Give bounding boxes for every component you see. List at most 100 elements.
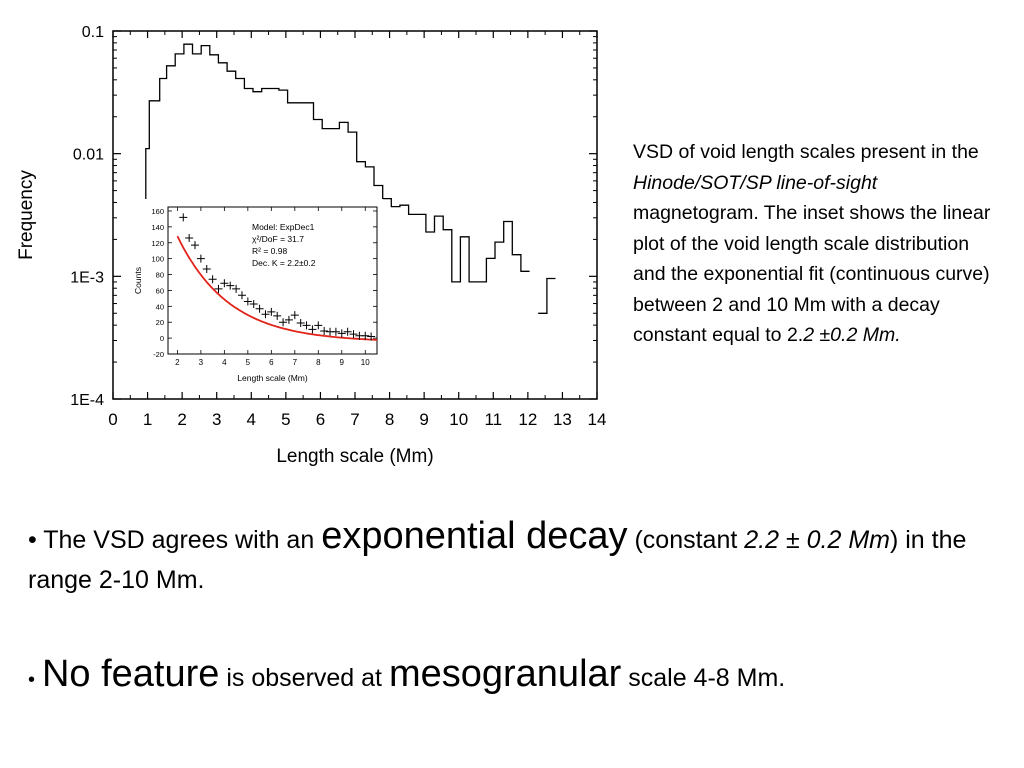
histogram-step-series (137, 43, 530, 283)
inset-data-point (191, 241, 200, 250)
x-tick-label: 12 (518, 410, 537, 429)
caption-text-2: magnetogram. The inset shows the linear … (633, 202, 991, 346)
y-axis-label: Frequency (16, 170, 37, 260)
x-tick-label: 1 (143, 410, 152, 429)
inset-data-point (302, 321, 311, 330)
x-tick-label: 0 (108, 410, 117, 429)
y-tick-label: 1E-3 (70, 269, 104, 286)
bullet-text: ) in the range 2-10 Mm. (28, 526, 967, 594)
x-tick-label: 3 (212, 410, 221, 429)
x-tick-label: 8 (385, 410, 394, 429)
x-tick-label: 10 (449, 410, 468, 429)
inset-data-point (261, 310, 270, 319)
inset-data-point (308, 325, 317, 334)
inset-data-point (361, 331, 370, 340)
inset-x-tick-label: 6 (269, 358, 274, 367)
inset-x-tick-label: 9 (340, 358, 345, 367)
inset-legend-line: R² = 0.98 (252, 246, 287, 256)
bullet-constant: 2.2 ± 0.2 Mm (744, 526, 890, 554)
caption-text-1: VSD of void length scales present in the (633, 141, 979, 163)
inset-data-point (220, 279, 229, 288)
inset-data-point (202, 264, 211, 273)
bullet-text: scale 4-8 Mm. (621, 664, 786, 692)
x-tick-label: 14 (588, 410, 607, 429)
inset-data-point (255, 304, 264, 313)
inset-data-point (290, 311, 299, 320)
inset-y-tick-label: 20 (156, 318, 164, 327)
inset-data-point (185, 233, 194, 242)
inset-y-tick-label: 140 (151, 223, 164, 232)
bullet-exponential-decay: • The VSD agrees with an exponential dec… (28, 516, 1003, 600)
y-tick-label: 0.01 (73, 147, 104, 164)
inset-data-point (349, 330, 358, 339)
bullet-emphasis: exponential decay (321, 515, 628, 557)
inset-data-point (196, 254, 205, 263)
x-axis-label: Length scale (Mm) (276, 446, 433, 467)
inset-data-point (267, 307, 276, 316)
inset-x-tick-label: 7 (293, 358, 298, 367)
inset-legend-line: χ²/DoF = 31.7 (252, 234, 304, 244)
histogram-chart: 0 1 2 3 4 5 6 7 8 9 10 11 12 13 140.10.011E-31E-4Lengt… (16, 24, 607, 467)
bullet-no-feature: • No feature is observed at mesogranular… (28, 648, 1003, 706)
inset-y-tick-label: 100 (151, 255, 164, 264)
inset-y-tick-label: 80 (156, 271, 164, 280)
inset-data-point (243, 297, 252, 306)
caption-instrument: Hinode/SOT/SP line-of-sight (633, 171, 878, 194)
inset-data-point (331, 327, 340, 336)
inset-y-tick-label: 160 (151, 207, 164, 216)
inset-x-tick-label: 8 (316, 358, 321, 367)
inset-fit-curve (176, 235, 378, 341)
y-tick-label: 0.1 (82, 24, 104, 41)
inset-background (136, 199, 383, 390)
inset-data-point (284, 315, 293, 324)
inset-data-point (273, 311, 282, 320)
inset-data-point (314, 321, 323, 330)
inset-x-tick-label: 2 (175, 358, 180, 367)
bullet-text (35, 664, 42, 692)
bullet-dot: • (28, 526, 37, 554)
inset-data-point (296, 319, 305, 328)
inset-data-point (320, 326, 329, 335)
bullet-emphasis: mesogranular (388, 653, 622, 695)
histogram-step-series (538, 277, 556, 314)
inset-y-tick-label: -20 (153, 350, 164, 359)
figure-caption: VSD of void length scales present in the… (633, 137, 993, 351)
inset-frame (167, 206, 378, 355)
inset-y-tick-label: 40 (156, 302, 164, 311)
inset-x-tick-label: 4 (222, 358, 227, 367)
inset-y-axis-label: Counts (133, 267, 143, 294)
x-tick-label: 2 (177, 410, 186, 429)
bullet-dot: • (28, 669, 36, 691)
x-tick-label: 9 (419, 410, 428, 429)
x-tick-label: 4 (247, 410, 256, 429)
bullet-text: (constant (627, 526, 745, 554)
inset-x-tick-label: 5 (246, 358, 251, 367)
bullet-emphasis: No feature (41, 653, 220, 695)
inset-data-point (179, 213, 188, 222)
inset-data-point (343, 327, 352, 336)
inset-data-point (226, 281, 235, 290)
y-tick-label: 1E-4 (70, 392, 104, 409)
inset-x-tick-label: 10 (361, 358, 370, 367)
x-tick-label: 5 (281, 410, 290, 429)
bullet-text: is observed at (219, 664, 389, 692)
inset-data-point (367, 332, 376, 341)
inset-data-point (249, 299, 258, 308)
inset-x-tick-label: 3 (199, 358, 204, 367)
x-tick-label: 13 (553, 410, 572, 429)
x-tick-label: 6 (316, 410, 325, 429)
inset-data-point (279, 318, 288, 327)
x-tick-label: 11 (484, 410, 502, 429)
inset-y-tick-label: 120 (151, 239, 164, 248)
inset-legend-line: Model: ExpDec1 (252, 222, 315, 232)
inset-y-tick-label: 0 (160, 334, 164, 343)
inset-data-point (337, 329, 346, 338)
inset-legend-line: Dec. K = 2.2±0.2 (252, 258, 316, 268)
inset-data-point (208, 275, 217, 284)
x-tick-label: 7 (350, 410, 359, 429)
inset-x-axis-label: Length scale (Mm) (237, 373, 308, 383)
inset-y-tick-label: 60 (156, 286, 164, 295)
inset-data-point (214, 284, 223, 293)
inset-data-point (237, 291, 246, 300)
bullet-text: The VSD agrees with an (36, 526, 322, 554)
